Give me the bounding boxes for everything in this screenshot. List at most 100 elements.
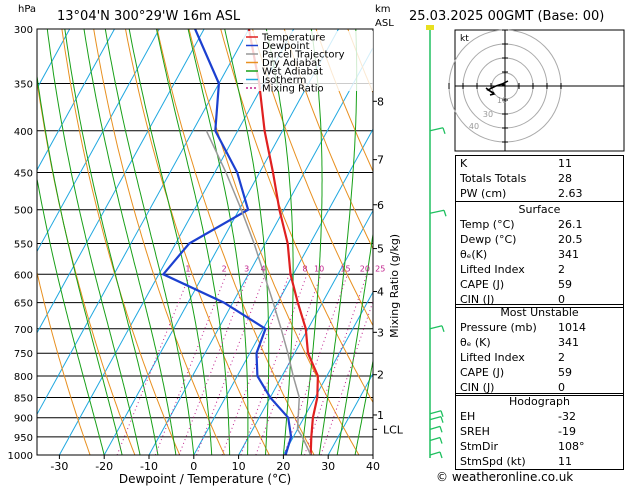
table-row: Lifted Index 2 (456, 350, 623, 365)
isotherm-line (37, 29, 71, 90)
mixing-ratio-axis-label: Mixing Ratio (g/kg) (388, 234, 401, 338)
dry-adiabat-line (93, 29, 225, 455)
row-value: 11 (558, 455, 572, 468)
wind-barb (429, 416, 442, 421)
temperature-tick-label: 40 (366, 460, 380, 473)
row-key: StmSpd (kt) (460, 455, 526, 468)
mixing-ratio-label: 25 (375, 264, 385, 273)
isotherm-line (37, 29, 250, 416)
hodograph: kt 10 30 40 (448, 29, 625, 152)
row-value: 108° (558, 440, 585, 453)
isotherm-line (282, 291, 373, 455)
table-row: StmSpd (kt) 11 (456, 454, 623, 469)
mixing-ratio-label: 20 (360, 264, 370, 273)
km-tick-label: 5 (377, 243, 384, 256)
mixing-ratio-label: 8 (302, 264, 307, 273)
isotherm-line (37, 29, 115, 171)
row-value: -19 (558, 425, 576, 438)
indices-table: K 11 Totals Totals 28 PW (cm) 2.63 (455, 155, 624, 202)
pressure-tick-label: 600 (14, 270, 33, 281)
row-key: StmDir (460, 440, 499, 453)
mixing-ratio-label: 4 (261, 264, 266, 273)
mixing-ratio-label: 2 (222, 264, 227, 273)
table-row: Lifted Index 2 (456, 262, 623, 277)
hodograph-ring-label: 10 (497, 96, 507, 105)
km-unit-label: km (375, 4, 391, 15)
isotherm-line (58, 29, 295, 455)
wet-adiabat-line (37, 73, 123, 455)
row-key: CIN (J) (460, 381, 495, 394)
isotherm-line (37, 29, 160, 253)
mixing-ratio-line (255, 274, 322, 455)
table-row: K 11 (456, 156, 623, 171)
wind-barb-flag (441, 325, 445, 333)
wind-barb (429, 410, 442, 415)
mixing-ratio-line (196, 274, 266, 455)
pressure-unit-label: hPa (18, 4, 36, 15)
wind-barb-flag (442, 127, 446, 134)
pressure-tick-label: 700 (14, 325, 33, 336)
row-value: 0 (558, 381, 565, 394)
hodograph-ring-label: 40 (469, 122, 479, 131)
row-key: Temp (°C) (460, 218, 515, 231)
wet-adiabat-line (224, 29, 270, 455)
mixing-ratio-label: 3 (244, 264, 249, 273)
temperature-tick-label: 10 (232, 460, 246, 473)
wet-adiabat-line (37, 176, 105, 455)
mixing-ratio-label: 10 (314, 264, 324, 273)
row-value: 59 (558, 366, 572, 379)
dry-adiabat-line (61, 29, 181, 455)
wet-adiabat-line (156, 29, 231, 455)
most-unstable-table: Most Unstable Pressure (mb) 1014 θₑ (K) 341… (455, 304, 624, 396)
hodograph-table: Hodograph EH -32 SREH -19 StmDir 108° StmSpd (… (455, 393, 624, 470)
dry-adiabat-line (37, 77, 136, 455)
wet-adiabat-line (318, 29, 358, 455)
wind-barb (429, 425, 441, 430)
temperature-tick-label: 0 (190, 460, 197, 473)
row-value: 20.5 (558, 233, 583, 246)
series-line-temperature (247, 29, 320, 455)
row-value: 59 (558, 278, 572, 291)
pressure-tick-label: 450 (14, 168, 33, 179)
km-tick-label: 3 (377, 326, 384, 339)
pressure-tick-label: 850 (14, 393, 33, 404)
pressure-tick-label: 300 (14, 25, 33, 36)
row-key: θₑ(K) (460, 248, 488, 261)
pressure-tick-label: 1000 (8, 451, 33, 462)
wet-adiabat-line (265, 29, 294, 455)
row-key: Totals Totals (460, 172, 527, 185)
table-row: Totals Totals 28 (456, 171, 623, 186)
mixing-ratio-line (221, 274, 290, 455)
most-unstable-title: Most Unstable (500, 306, 579, 319)
date-label: 25.03.2025 00GMT (Base: 00) (409, 9, 604, 24)
row-value: 341 (558, 248, 579, 261)
mixing-ratio-line (116, 274, 191, 455)
pressure-tick-label: 750 (14, 349, 33, 360)
storm-motion-marker (501, 83, 505, 87)
pressure-tick-label: 500 (14, 206, 33, 217)
footer-credit[interactable]: © weatheronline.co.uk (436, 470, 574, 484)
table-row: CIN (J) 0 (456, 380, 623, 395)
dry-adiabat-line (37, 270, 91, 455)
mixing-ratio-line (240, 274, 308, 455)
legend-item-label: Isotherm (262, 75, 306, 86)
wind-barb (429, 127, 444, 132)
surface-title: Surface (518, 203, 561, 216)
pressure-tick-label: 400 (14, 127, 33, 138)
wind-barb (429, 325, 443, 330)
wet-adiabat-line (300, 29, 323, 455)
row-key: θₑ (K) (460, 336, 491, 349)
wind-barb (429, 436, 441, 442)
row-key: Lifted Index (460, 351, 525, 364)
mixing-ratio-label: 1 (185, 264, 190, 273)
hodograph-arrow (485, 87, 496, 96)
table-row: CAPE (J) 59 (456, 365, 623, 380)
table-row: Pressure (mb) 1014 (456, 320, 623, 335)
table-row: θₑ (K) 341 (456, 335, 623, 350)
row-key: Pressure (mb) (460, 321, 537, 334)
km-tick-label: 4 (377, 286, 384, 299)
row-value: 0 (558, 293, 565, 306)
wet-adiabat-line (64, 29, 159, 455)
row-value: 2 (558, 263, 565, 276)
